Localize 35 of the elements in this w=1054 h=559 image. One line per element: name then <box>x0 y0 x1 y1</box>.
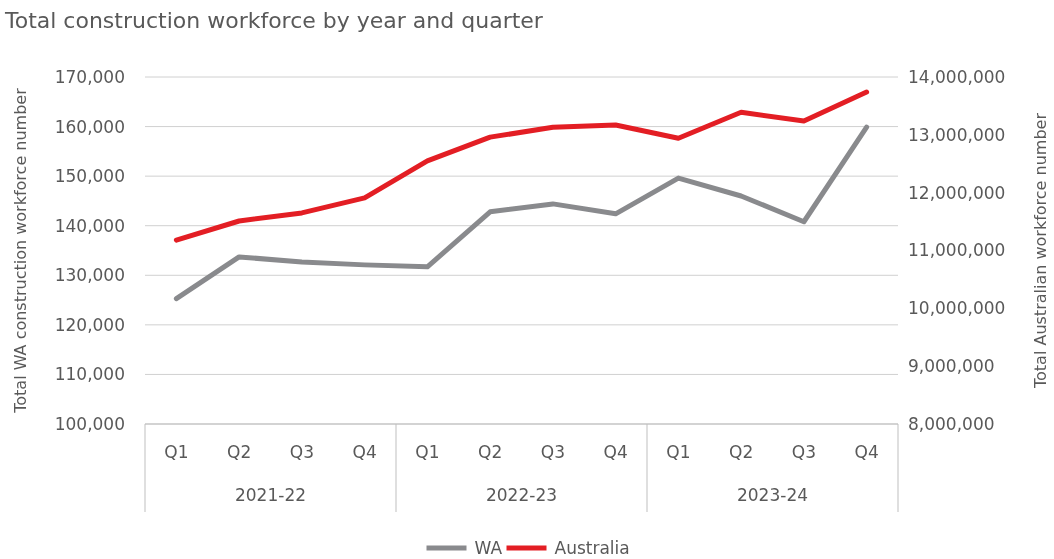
text: 2021-22 <box>234 484 307 505</box>
x-tick-label: Q2 <box>478 441 503 462</box>
y2-tick-label: 14,000,000 <box>908 66 1006 87</box>
x-tick-label: Q1 <box>415 441 440 462</box>
x-tick-label: Q3 <box>791 441 816 462</box>
y2-tick-label: 8,000,000 <box>908 413 995 434</box>
y-tick-label: 140,000 <box>54 215 125 236</box>
y2-tick-label: 12,000,000 <box>908 182 1006 203</box>
y-tick-label: 100,000 <box>54 413 125 434</box>
x-tick-label: Q4 <box>854 441 879 462</box>
y2-tick-label: 13,000,000 <box>908 124 1006 145</box>
x-tick-label: Q3 <box>540 441 565 462</box>
x-tick-label: Q3 <box>289 441 314 462</box>
legend-label: Australia <box>554 537 630 558</box>
x-tick-label: Q1 <box>164 441 189 462</box>
y-tick-label: 150,000 <box>54 166 125 187</box>
y2-tick-label: 10,000,000 <box>908 298 1006 319</box>
y-tick-label: 120,000 <box>54 314 125 335</box>
y-tick-label: 130,000 <box>54 265 125 286</box>
legend-label: WA <box>474 537 503 558</box>
x-tick-label: Q2 <box>227 441 252 462</box>
chart-title: Total construction workforce by year and quarter <box>4 8 544 33</box>
y2-tick-label: 9,000,000 <box>908 356 995 377</box>
y-axis-title: Total WA construction workforce number <box>11 87 30 414</box>
y-tick-label: 170,000 <box>54 66 125 87</box>
x-tick-label: Q1 <box>666 441 691 462</box>
text: 2022-23 <box>485 484 558 505</box>
y2-axis-title: Total Australian workforce number <box>1031 112 1050 389</box>
text: 2023-24 <box>736 484 809 505</box>
x-tick-label: Q4 <box>603 441 628 462</box>
x-tick-label: Q2 <box>729 441 754 462</box>
y-tick-label: 110,000 <box>54 364 125 385</box>
y-tick-label: 160,000 <box>54 116 125 137</box>
x-tick-label: Q4 <box>352 441 377 462</box>
y2-tick-label: 11,000,000 <box>908 240 1006 261</box>
